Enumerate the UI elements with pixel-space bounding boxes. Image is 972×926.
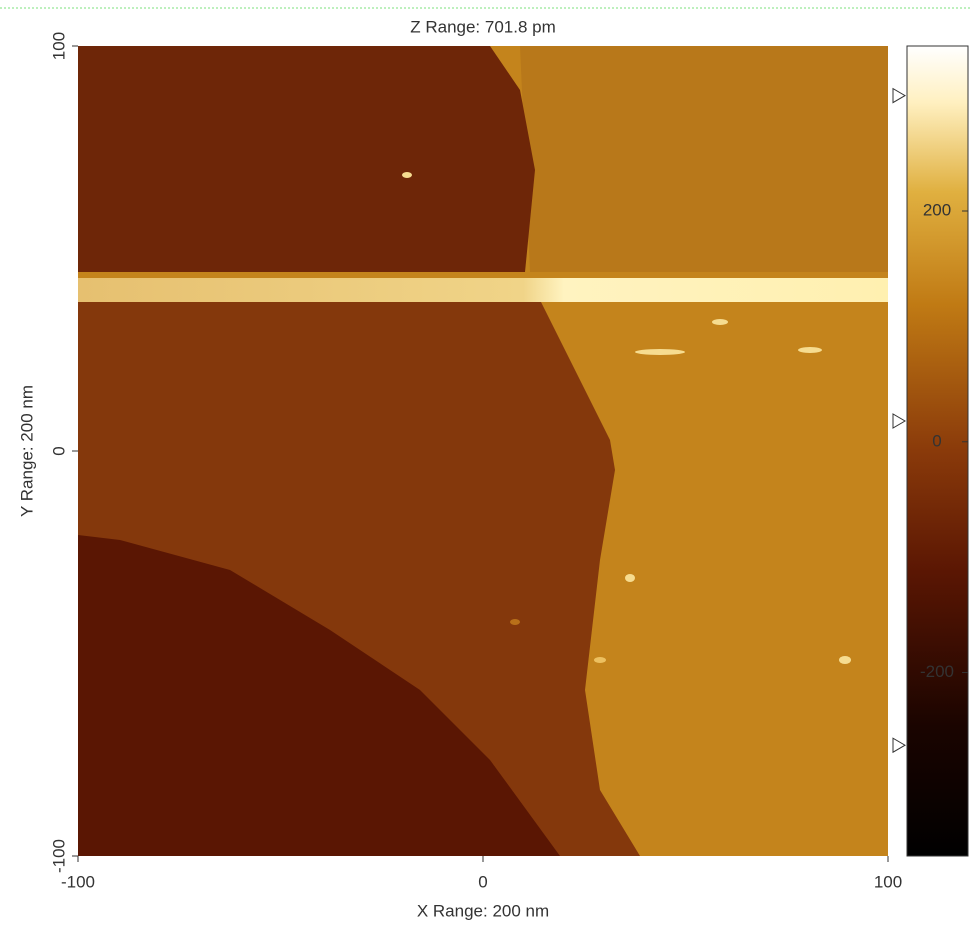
afm-image xyxy=(78,46,888,856)
x-axis-label: X Range: 200 nm xyxy=(417,901,549,920)
colorbar-tick-label: -200 xyxy=(920,662,954,681)
colorbar-marker xyxy=(893,89,905,103)
terrace-top-left xyxy=(78,46,535,272)
colorbar-tick-label: 0 xyxy=(932,431,941,450)
chart-title: Z Range: 701.8 pm xyxy=(410,17,556,36)
colorbar-tick-label: 200 xyxy=(923,200,951,219)
y-tick-label: 100 xyxy=(49,32,68,60)
colorbar-marker xyxy=(893,414,905,428)
afm-chart: Z Range: 701.8 pm X Range: 200 nm Y Rang… xyxy=(0,0,972,926)
scan-stripe xyxy=(78,278,888,302)
x-tick-label: -100 xyxy=(61,872,95,891)
x-tick-label: 100 xyxy=(874,872,902,891)
x-tick-label: 0 xyxy=(478,872,487,891)
y-tick-label: -100 xyxy=(49,839,68,873)
y-axis-label: Y Range: 200 nm xyxy=(17,385,36,517)
colorbar-marker xyxy=(893,738,905,752)
y-tick-label: 0 xyxy=(49,446,68,455)
colorbar xyxy=(907,46,968,856)
terrace-top-right xyxy=(520,46,888,272)
